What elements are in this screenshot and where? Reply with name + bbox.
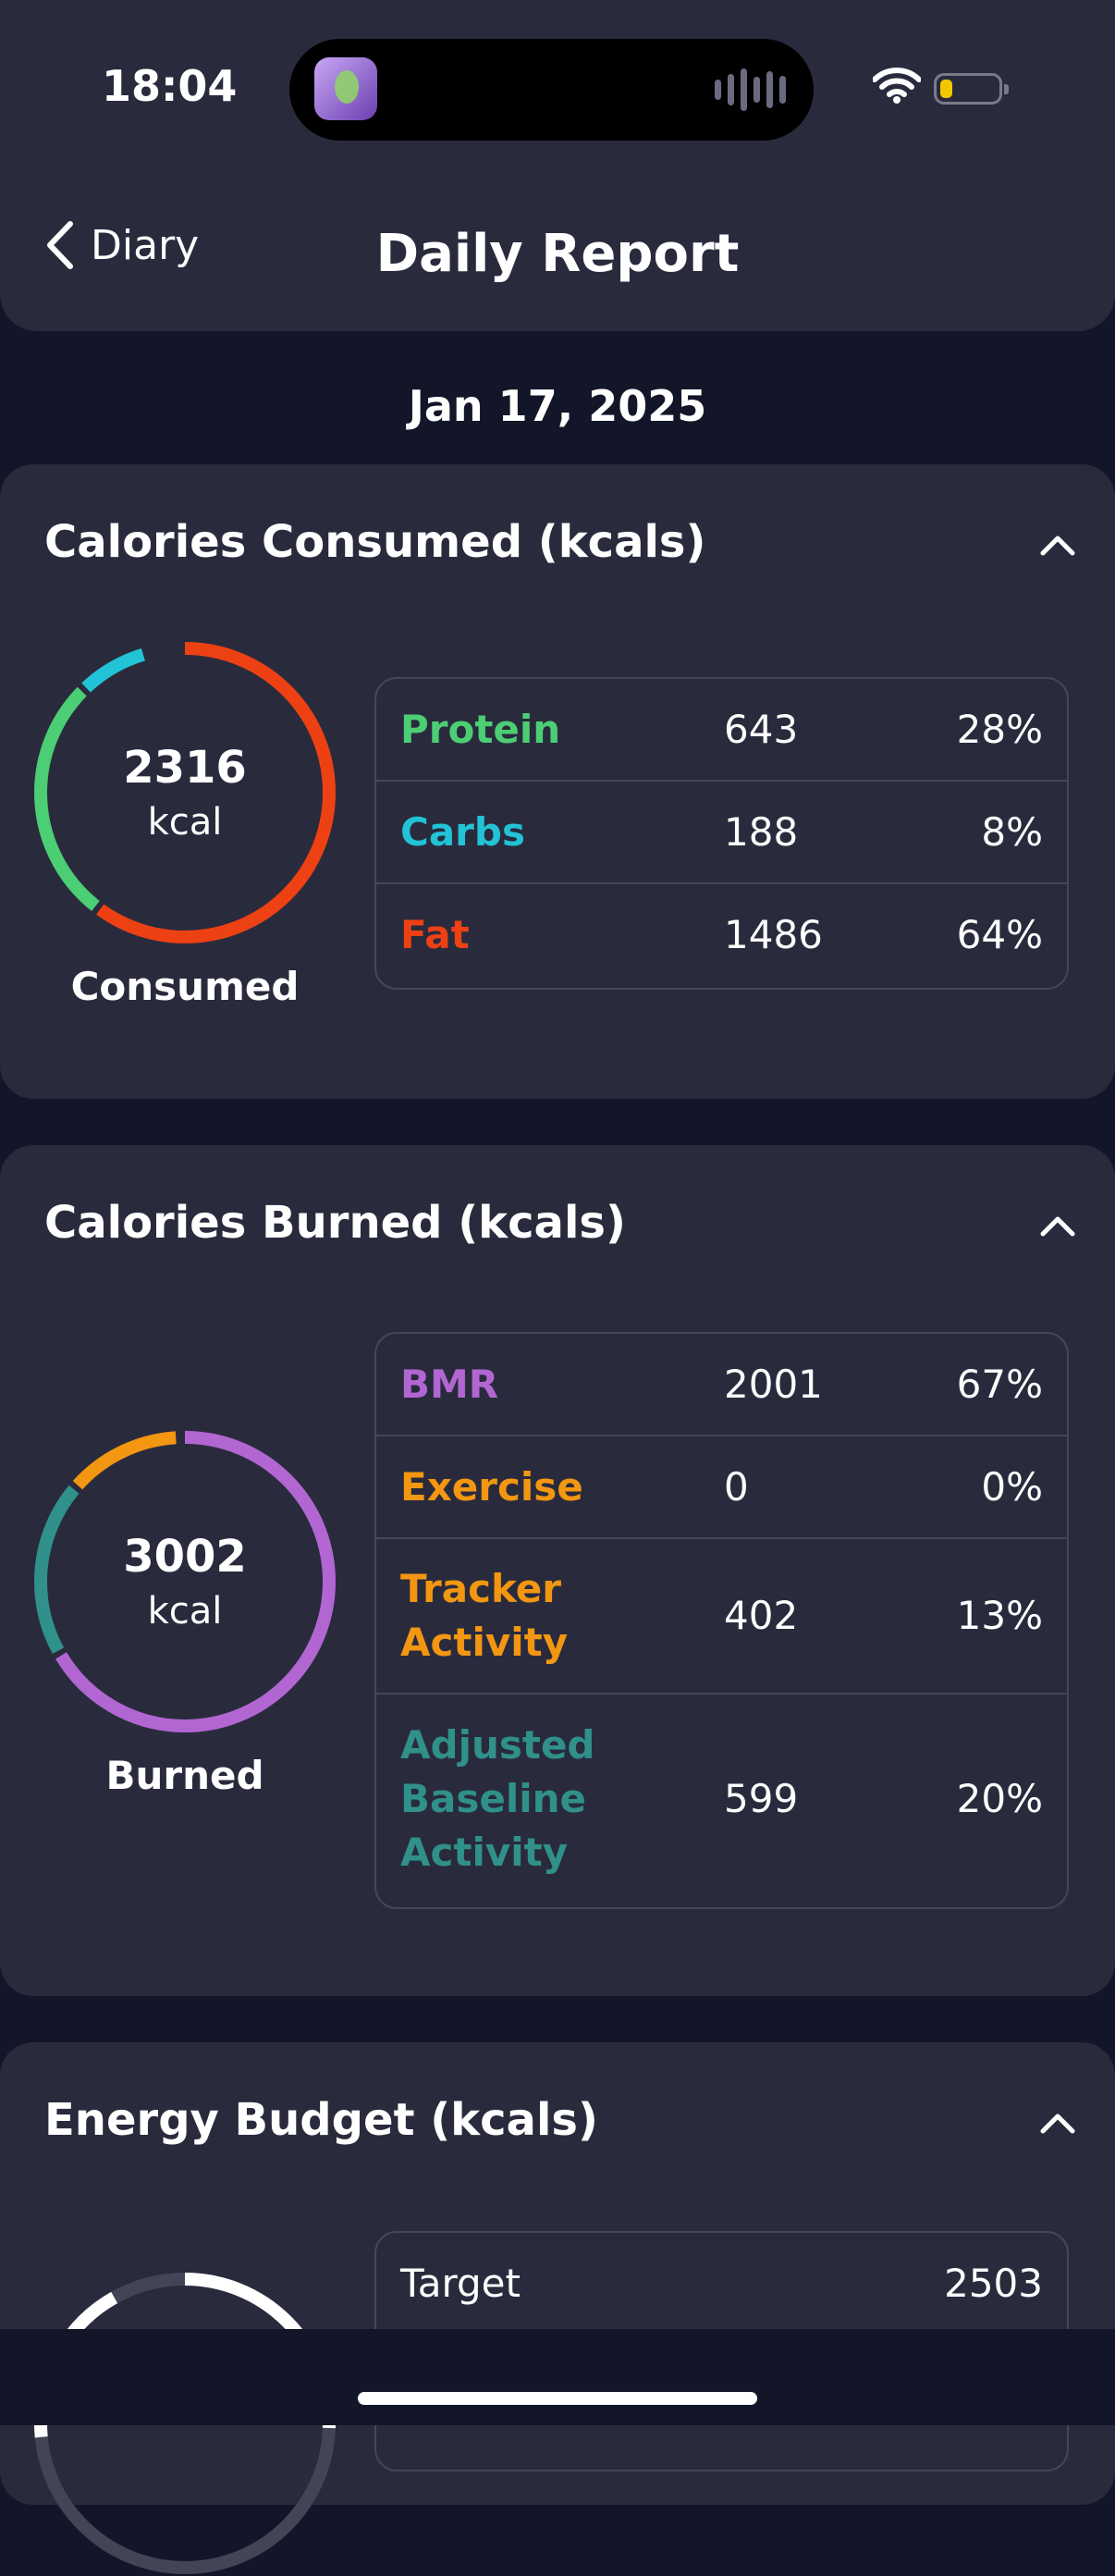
wifi-icon (873, 68, 921, 104)
target-label: Target (400, 2261, 521, 2306)
fat-percent: 64% (956, 912, 1043, 957)
page-title: Daily Report (375, 224, 740, 284)
home-indicator[interactable] (358, 2392, 757, 2405)
app-icon (314, 57, 377, 120)
back-label: Diary (91, 221, 200, 269)
bmr-value: 2001 (724, 1362, 823, 1407)
table-row: Tracker Activity 402 13% (376, 1539, 1067, 1695)
burned-total: 3002 (123, 1531, 247, 1583)
burned-table: BMR 2001 67% Exercise 0 0% Tracker Activ… (374, 1332, 1069, 1909)
table-row: Protein 643 28% (376, 679, 1067, 782)
consumed-unit: kcal (147, 801, 223, 844)
table-row: Fat 1486 64% (376, 884, 1067, 988)
exercise-label: Exercise (400, 1464, 583, 1510)
table-row: Target 2503 (376, 2233, 1067, 2336)
burned-ring-center: 3002 kcal (32, 1531, 337, 1633)
consumed-title: Calories Consumed (kcals) (44, 516, 706, 568)
back-button[interactable]: Diary (44, 220, 199, 270)
report-date[interactable]: Jan 17, 2025 (408, 381, 707, 431)
chevron-up-icon[interactable] (1039, 1214, 1076, 1238)
burned-title: Calories Burned (kcals) (44, 1197, 626, 1249)
consumed-label: Consumed (70, 964, 300, 1009)
chevron-up-icon[interactable] (1039, 533, 1076, 557)
budget-title: Energy Budget (kcals) (44, 2094, 598, 2146)
burned-label: Burned (105, 1753, 264, 1798)
burned-ring-chart (34, 1431, 336, 1732)
table-row: BMR 2001 67% (376, 1334, 1067, 1436)
burned-card: Calories Burned (kcals) 3002 kcal Burned… (0, 1145, 1115, 1996)
tracker-activity-label: Tracker Activity (400, 1566, 569, 1665)
nav-header: 18:04 Diary Daily Report (0, 0, 1115, 331)
consumed-total: 2316 (123, 742, 247, 794)
protein-label: Protein (400, 707, 561, 752)
battery-icon (934, 73, 1009, 105)
consumed-ring-chart (34, 642, 336, 943)
tracker-activity-value: 402 (724, 1593, 799, 1638)
fat-label: Fat (400, 912, 470, 957)
home-indicator-area (0, 2329, 1115, 2425)
table-row: Carbs 188 8% (376, 782, 1067, 884)
protein-percent: 28% (956, 707, 1043, 752)
carbs-percent: 8% (981, 809, 1043, 855)
exercise-value: 0 (724, 1464, 749, 1510)
carbs-label: Carbs (400, 809, 525, 855)
table-row: Exercise 0 0% (376, 1436, 1067, 1539)
consumed-table: Protein 643 28% Carbs 188 8% Fat 1486 64… (374, 677, 1069, 990)
consumed-card: Calories Consumed (kcals) 2316 kcal Cons… (0, 464, 1115, 1099)
bmr-label: BMR (400, 1362, 499, 1407)
fat-value: 1486 (724, 912, 823, 957)
adjusted-baseline-label: Adjusted Baseline Activity (400, 1722, 595, 1875)
table-row: Adjusted Baseline Activity 599 20% (376, 1695, 1067, 1907)
chevron-left-icon (47, 221, 73, 269)
bmr-percent: 67% (956, 1362, 1043, 1407)
tracker-activity-percent: 13% (956, 1593, 1043, 1638)
adjusted-baseline-value: 599 (724, 1776, 799, 1821)
audio-bars-icon (715, 68, 786, 111)
target-value: 2503 (944, 2261, 1043, 2306)
adjusted-baseline-percent: 20% (956, 1776, 1043, 1821)
chevron-up-icon[interactable] (1039, 2111, 1076, 2135)
status-time: 18:04 (102, 61, 238, 111)
dynamic-island[interactable] (289, 39, 814, 141)
carbs-value: 188 (724, 809, 799, 855)
burned-unit: kcal (147, 1590, 223, 1633)
protein-value: 643 (724, 707, 799, 752)
budget-card: Energy Budget (kcals) Target 2503 (0, 2042, 1115, 2574)
exercise-percent: 0% (981, 1464, 1043, 1510)
consumed-ring-center: 2316 kcal (32, 742, 337, 844)
